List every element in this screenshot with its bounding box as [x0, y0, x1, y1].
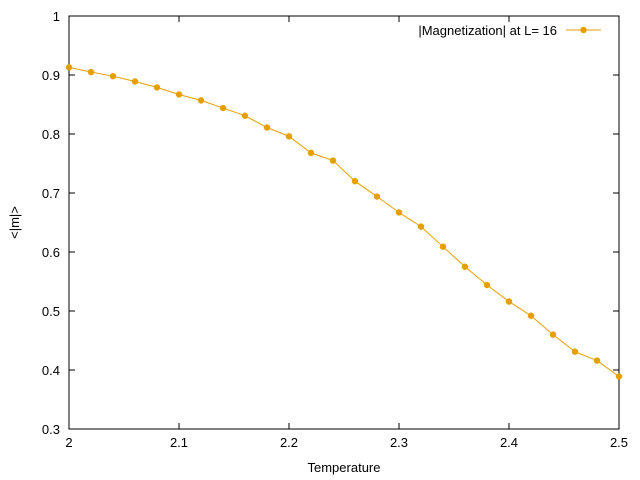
x-tick-label: 2.2: [280, 435, 298, 450]
data-point: [351, 178, 359, 185]
y-tick-label: 0.3: [42, 422, 60, 437]
axes: [68, 15, 620, 430]
legend-label: |Magnetization| at L= 16: [418, 23, 557, 38]
data-point: [527, 312, 535, 319]
data-point: [483, 281, 491, 289]
data-point: [285, 133, 293, 140]
data-point: [505, 298, 513, 305]
data-point: [197, 97, 205, 104]
data-point: [439, 243, 447, 250]
legend-marker-sample: [580, 26, 587, 34]
data-point: [417, 223, 425, 230]
data-point: [175, 91, 183, 98]
y-tick-label: 0.4: [42, 363, 60, 378]
data-point: [131, 78, 139, 85]
data-point: [329, 157, 337, 164]
x-tick-label: 2.4: [500, 435, 518, 450]
x-tick-label: 2.5: [610, 435, 628, 450]
data-point: [219, 104, 227, 112]
data-point: [87, 68, 95, 76]
data-point: [549, 331, 557, 338]
data-point: [153, 84, 161, 91]
data-point: [109, 72, 117, 80]
x-tick-label: 2: [65, 435, 72, 450]
x-tick-label: 2.1: [170, 435, 188, 450]
data-point: [461, 263, 469, 270]
data-point: [395, 209, 403, 216]
legend: |Magnetization| at L= 16: [418, 23, 601, 38]
y-tick-label: 0.7: [42, 186, 60, 201]
data-point: [615, 373, 623, 380]
y-tick-label: 0.6: [42, 245, 60, 260]
data-point: [263, 124, 271, 131]
data-point: [241, 112, 249, 119]
data-point: [307, 149, 315, 157]
series-line: [68, 66, 620, 377]
y-axis-title: <|m|>: [7, 206, 22, 239]
y-tick-label: 1: [53, 9, 60, 24]
y-tick-label: 0.8: [42, 127, 60, 142]
plot-frame: [68, 15, 620, 430]
x-axis-title: Temperature: [308, 460, 381, 475]
y-tick-label: 0.9: [42, 68, 60, 83]
data-point: [65, 64, 73, 71]
x-tick-label: 2.3: [390, 435, 408, 450]
y-tick-label: 0.5: [42, 304, 60, 319]
data-point: [373, 193, 381, 200]
data-point: [571, 348, 579, 355]
series-layer: [65, 64, 623, 380]
data-point: [593, 357, 601, 364]
ticks: 2 2.1 2.2 2.3 2.4 2.5 0.3 0.4 0.5 0.6 0.7 0.8 0.9 1: [42, 9, 628, 450]
